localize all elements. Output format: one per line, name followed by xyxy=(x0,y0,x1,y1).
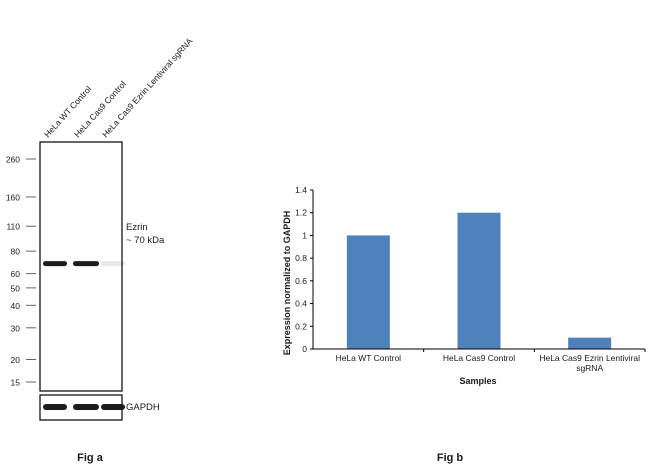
bar xyxy=(457,212,501,349)
mw-marker-label: 15 xyxy=(11,378,21,388)
mw-marker-label: 260 xyxy=(6,155,20,165)
gapdh-band xyxy=(101,404,125,410)
y-tick-label: 1 xyxy=(302,230,307,240)
lane-label: HeLa Cas9 Control xyxy=(72,79,128,139)
ezrin-bands xyxy=(43,261,125,267)
bar xyxy=(346,235,390,349)
y-axis-title: Expression normalized to GAPDH xyxy=(282,211,292,356)
mw-marker-label: 30 xyxy=(11,323,21,333)
mw-marker-label: 110 xyxy=(6,222,20,232)
x-tick-label: HeLa Cas9 Control xyxy=(443,353,515,363)
mw-marker-label: 20 xyxy=(11,355,21,365)
x-tick-label: sgRNA xyxy=(576,363,603,373)
gapdh-band xyxy=(73,404,99,410)
bar xyxy=(568,337,612,349)
fig-a-caption: Fig a xyxy=(77,452,104,464)
y-axis-ticks: 0 0.2 0.4 0.6 0.8 1 1.2 1.4 xyxy=(295,185,313,354)
bar-chart-panel: Expression normalized to GAPDH 0 0.2 0.4 0.… xyxy=(282,185,646,464)
mw-marker-ticks xyxy=(26,158,36,383)
y-tick-label: 0.4 xyxy=(295,299,307,309)
x-axis-tick-labels: HeLa WT Control HeLa Cas9 Control HeLa Cas… xyxy=(336,349,646,373)
gapdh-band xyxy=(43,404,67,410)
bars xyxy=(346,212,612,349)
x-tick-label: HeLa Cas9 Ezrin Lentiviral xyxy=(539,353,640,363)
x-axis-title: Samples xyxy=(459,376,496,386)
band-label-ezrin: Ezrin xyxy=(126,222,148,233)
y-tick-label: 0.6 xyxy=(295,276,307,286)
ezrin-blot-membrane xyxy=(39,141,123,392)
ezrin-band xyxy=(43,261,67,267)
gapdh-bands xyxy=(43,404,125,410)
mw-marker-label: 60 xyxy=(11,269,21,279)
y-tick-label: 0.8 xyxy=(295,253,307,263)
mw-marker-label: 80 xyxy=(11,247,21,257)
ezrin-band xyxy=(101,261,125,267)
y-tick-label: 1.2 xyxy=(295,208,307,218)
mw-marker-label: 160 xyxy=(6,192,20,202)
y-tick-label: 0 xyxy=(302,344,307,354)
y-tick-label: 0.2 xyxy=(295,321,307,331)
x-tick-label: HeLa WT Control xyxy=(336,353,402,363)
mw-marker-label: 40 xyxy=(11,301,21,311)
mw-marker-label: 50 xyxy=(11,283,21,293)
band-label-ezrin-size: ~ 70 kDa xyxy=(126,235,165,246)
ezrin-band xyxy=(73,261,99,267)
y-tick-label: 1.4 xyxy=(295,185,307,195)
fig-b-caption: Fig b xyxy=(437,452,464,464)
loading-control-label: GAPDH xyxy=(126,402,160,413)
mw-marker-labels: 260 160 110 80 60 50 40 30 20 15 xyxy=(6,155,20,388)
